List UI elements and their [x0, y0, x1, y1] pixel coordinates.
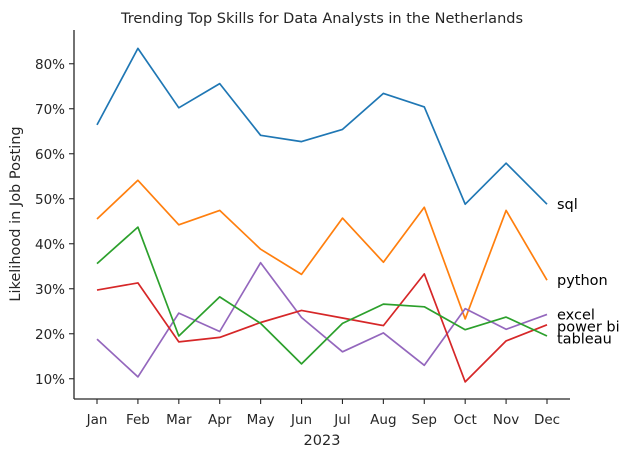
- series-label-sql: sql: [557, 197, 578, 213]
- axes: [73, 30, 570, 400]
- x-tick-label: Feb: [126, 412, 150, 428]
- series-line-sql: [96, 47, 548, 206]
- series-label-python: python: [557, 273, 608, 289]
- y-tick-label: 40%: [35, 237, 65, 253]
- x-tick-label: Aug: [370, 412, 396, 428]
- x-tick-label: Oct: [454, 412, 477, 428]
- x-tick-label: Apr: [208, 412, 232, 428]
- x-tick-label: Jan: [86, 412, 108, 428]
- y-tick-label: 20%: [35, 327, 65, 343]
- y-tick-label: 80%: [35, 57, 65, 73]
- x-tick-label: Jul: [333, 412, 350, 428]
- series-line-excel: [96, 261, 548, 378]
- series-label-excel: excel: [557, 307, 595, 323]
- y-ticks: 10% 20% 30% 40% 50% 60% 70% 80%: [35, 57, 74, 388]
- chart-title: Trending Top Skills for Data Analysts in…: [120, 11, 523, 27]
- x-tick-label: May: [247, 412, 275, 428]
- series-label-tableau: tableau: [557, 331, 612, 347]
- series-label-power-bi: power bi: [557, 319, 620, 335]
- x-tick-label: Nov: [493, 412, 519, 428]
- y-axis-label: Likelihood in Job Posting: [8, 126, 24, 301]
- x-tick-label: Dec: [534, 412, 560, 428]
- x-axis-label: 2023: [304, 433, 341, 449]
- series-line-power-bi: [96, 273, 548, 383]
- x-ticks: Jan Feb Mar Apr May Jun Jul Aug Sep Oct Nov Dec: [86, 399, 560, 428]
- y-tick-label: 10%: [35, 372, 65, 388]
- series-line-tableau: [96, 226, 548, 365]
- series-lines: [96, 47, 548, 383]
- x-tick-label: Jun: [290, 412, 312, 428]
- x-tick-label: Mar: [166, 412, 192, 428]
- y-tick-label: 70%: [35, 102, 65, 118]
- x-tick-label: Sep: [412, 412, 437, 428]
- y-tick-label: 60%: [35, 147, 65, 163]
- series-line-python: [96, 179, 548, 320]
- y-tick-label: 50%: [35, 192, 65, 208]
- y-tick-label: 30%: [35, 282, 65, 298]
